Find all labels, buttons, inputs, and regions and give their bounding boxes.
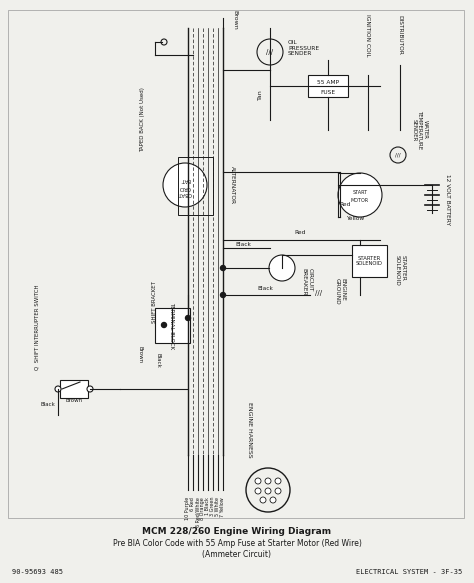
Circle shape	[270, 497, 276, 503]
Text: ENGINE HARNESS: ENGINE HARNESS	[247, 402, 253, 458]
Text: CIRCUIT
BREAKER: CIRCUIT BREAKER	[301, 268, 312, 296]
Text: TAPED BACK (Not Used): TAPED BACK (Not Used)	[140, 87, 146, 152]
Bar	[178, 157, 213, 215]
Text: Red: Red	[339, 202, 351, 208]
Bar	[172, 308, 190, 343]
Text: WATER
TEMPERATURE
SENDER: WATER TEMPERATURE SENDER	[412, 110, 428, 150]
Text: STARTER
SOLENOID: STARTER SOLENOID	[394, 255, 405, 286]
Text: ELECTRICAL SYSTEM - 3F-35: ELECTRICAL SYSTEM - 3F-35	[356, 569, 462, 575]
Text: FUSE: FUSE	[320, 90, 336, 94]
Circle shape	[185, 315, 191, 321]
Text: (Ammeter Circuit): (Ammeter Circuit)	[202, 550, 272, 559]
Text: Black: Black	[41, 402, 55, 408]
Circle shape	[269, 255, 295, 281]
Text: 10 Purple: 10 Purple	[185, 497, 191, 520]
Circle shape	[255, 488, 261, 494]
Bar	[155, 308, 173, 343]
Text: 6 Red/White: 6 Red/White	[195, 497, 201, 527]
Text: ///: ///	[315, 290, 322, 296]
Text: Pre BIA Color Code with 55 Amp Fuse at Starter Motor (Red Wire): Pre BIA Color Code with 55 Amp Fuse at S…	[112, 539, 362, 549]
Text: Yellow: Yellow	[346, 216, 364, 220]
Circle shape	[87, 386, 93, 392]
Text: 8 Orange: 8 Orange	[201, 497, 206, 520]
Text: STARTER
SOLENOID: STARTER SOLENOID	[356, 255, 383, 266]
Text: Black: Black	[235, 243, 251, 248]
Text: MOTOR: MOTOR	[351, 198, 369, 202]
Text: 90-95693 485: 90-95693 485	[12, 569, 63, 575]
Circle shape	[275, 478, 281, 484]
Circle shape	[255, 478, 261, 484]
Circle shape	[260, 497, 266, 503]
Circle shape	[265, 478, 271, 484]
Text: 1 Black: 1 Black	[206, 497, 210, 515]
Circle shape	[220, 265, 226, 271]
Text: Tan: Tan	[257, 90, 263, 100]
Text: Brown: Brown	[233, 10, 237, 30]
Text: 55 AMP: 55 AMP	[317, 79, 339, 85]
Text: START: START	[353, 189, 367, 195]
Text: Brown: Brown	[137, 346, 143, 364]
Text: Q  SHIFT INTERRUPTER SWITCH: Q SHIFT INTERRUPTER SWITCH	[35, 285, 39, 370]
Text: MCM 228/260 Engine Wiring Diagram: MCM 228/260 Engine Wiring Diagram	[143, 528, 331, 536]
Circle shape	[265, 488, 271, 494]
Text: 12 VOLT BATTERY: 12 VOLT BATTERY	[446, 174, 450, 226]
Text: Brown: Brown	[65, 398, 82, 402]
Circle shape	[338, 173, 382, 217]
Text: ///: ///	[395, 153, 401, 157]
Text: Black: Black	[257, 286, 273, 290]
Text: Black: Black	[155, 353, 161, 367]
Bar	[308, 75, 348, 97]
Circle shape	[55, 386, 61, 392]
Text: Red: Red	[294, 230, 306, 236]
Bar	[8, 10, 464, 518]
Text: SHIFT BRACKET: SHIFT BRACKET	[153, 281, 157, 323]
Circle shape	[275, 488, 281, 494]
Bar	[60, 380, 88, 398]
Text: 5 White: 5 White	[216, 497, 220, 516]
Text: GRD: GRD	[179, 184, 191, 189]
Bar	[352, 245, 387, 277]
Text: BAT: BAT	[180, 177, 190, 182]
Text: ///: ///	[266, 49, 273, 55]
Text: OBAT: OBAT	[178, 191, 192, 196]
Text: OIL
PRESSURE
SENDER: OIL PRESSURE SENDER	[288, 40, 319, 57]
Circle shape	[162, 322, 166, 328]
Text: ALTERNATOR: ALTERNATOR	[229, 166, 235, 204]
Text: ENGINE
GROUND: ENGINE GROUND	[335, 278, 346, 305]
Text: DISTRIBUTOR: DISTRIBUTOR	[398, 15, 402, 55]
Circle shape	[163, 163, 207, 207]
Text: 7 Yellow: 7 Yellow	[220, 497, 226, 517]
Text: 6 Red: 6 Red	[191, 497, 195, 511]
Text: TERMINAL BLOCK: TERMINAL BLOCK	[170, 302, 174, 349]
Text: IGNITION COIL: IGNITION COIL	[365, 13, 371, 57]
Circle shape	[220, 293, 226, 297]
Text: 3 Green: 3 Green	[210, 497, 216, 517]
